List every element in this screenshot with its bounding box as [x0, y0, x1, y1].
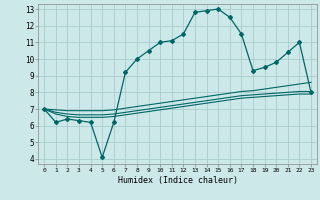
X-axis label: Humidex (Indice chaleur): Humidex (Indice chaleur) [118, 176, 238, 185]
